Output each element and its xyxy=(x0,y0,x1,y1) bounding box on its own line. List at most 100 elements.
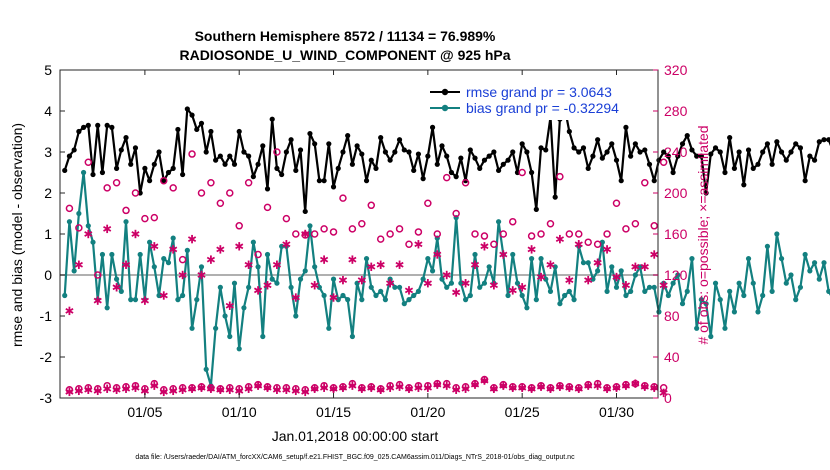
obs-assimilated-marker xyxy=(565,275,574,285)
asterisk-stroke xyxy=(65,307,74,314)
series-0-point xyxy=(444,153,450,159)
series-1-point xyxy=(222,313,228,319)
asterisk-stroke xyxy=(433,381,442,388)
series-0-point xyxy=(675,153,681,159)
y-axis-label: rmse and bias (model - observation) xyxy=(9,123,25,347)
obs-assimilated-marker xyxy=(565,383,574,392)
asterisk-stroke xyxy=(272,261,282,268)
series-0-point xyxy=(330,184,337,190)
series-1-point xyxy=(104,305,110,311)
asterisk-stroke xyxy=(452,386,461,393)
series-1-point xyxy=(231,280,238,286)
obs-assimilated-marker xyxy=(282,385,291,394)
series-0-point xyxy=(71,147,77,153)
x-tick-label: 01/30 xyxy=(599,404,634,420)
series-0-point xyxy=(411,167,417,174)
series-0-point xyxy=(731,165,738,171)
series-0-point xyxy=(420,176,426,182)
asterisk-stroke xyxy=(461,280,470,287)
series-0-point xyxy=(764,141,771,147)
obs-assimilated-marker xyxy=(301,387,310,397)
series-0-point xyxy=(821,137,827,143)
series-0-point xyxy=(321,178,327,184)
obs-possible-marker xyxy=(282,214,291,223)
series-1-point xyxy=(675,272,681,278)
y2-tick-label: 40 xyxy=(664,349,680,365)
series-1-point xyxy=(717,297,723,303)
asterisk-stroke xyxy=(414,384,423,391)
asterisk-stroke xyxy=(640,383,649,390)
series-0-point xyxy=(147,178,153,184)
obs-assimilated-marker xyxy=(461,279,470,288)
obs-assimilated-marker xyxy=(650,250,659,259)
asterisk-stroke xyxy=(612,384,621,391)
obs-possible-marker xyxy=(650,222,658,230)
obs-assimilated-marker xyxy=(253,286,263,295)
obs-assimilated-marker xyxy=(338,383,348,392)
y-tick-label: 3 xyxy=(44,144,52,160)
series-1-point xyxy=(392,284,398,290)
asterisk-stroke xyxy=(518,284,527,291)
asterisk-stroke xyxy=(433,251,442,258)
series-1-point xyxy=(613,284,620,290)
asterisk-stroke xyxy=(216,246,225,253)
obs-assimilated-marker xyxy=(527,384,536,393)
asterisk-stroke xyxy=(386,280,395,287)
series-1-point xyxy=(585,260,591,266)
asterisk-stroke xyxy=(650,384,659,391)
series-0-point xyxy=(698,153,704,159)
y-tick-label: 4 xyxy=(44,103,52,119)
obs-assimilated-marker xyxy=(423,279,432,288)
asterisk-stroke xyxy=(376,386,385,393)
obs-assimilated-marker xyxy=(404,286,414,295)
series-1-point xyxy=(477,284,483,290)
asterisk-stroke xyxy=(584,382,593,389)
series-0-point xyxy=(797,145,804,151)
series-0-point xyxy=(132,145,139,151)
series-1-point xyxy=(241,305,247,311)
y2-axis-label: # of obs: o=possible; ×=assimilated xyxy=(695,125,711,344)
series-0-point xyxy=(642,147,648,153)
series-0-point xyxy=(774,139,780,145)
asterisk-stroke xyxy=(621,382,631,389)
obs-assimilated-marker xyxy=(121,384,131,393)
series-0-point xyxy=(76,128,82,135)
series-1-point xyxy=(406,297,412,303)
series-0-point xyxy=(741,182,747,188)
obs-possible-marker xyxy=(386,230,394,238)
series-1-point xyxy=(194,297,200,303)
obs-assimilated-marker xyxy=(414,240,423,249)
series-1-point xyxy=(481,280,488,286)
series-1-point xyxy=(170,235,176,241)
obs-assimilated-marker xyxy=(206,255,216,264)
obs-assimilated-marker xyxy=(433,380,442,389)
series-0-point xyxy=(722,169,728,176)
series-1-point xyxy=(302,268,308,274)
series-0-point xyxy=(373,165,379,171)
series-0-point xyxy=(113,165,120,171)
series-0-point xyxy=(151,161,157,167)
asterisk-stroke xyxy=(169,246,178,253)
obs-possible-marker xyxy=(641,179,649,187)
series-1-point xyxy=(495,219,502,225)
legend-bias-label: bias grand pr = -0.32294 xyxy=(466,100,619,116)
series-0-point xyxy=(95,122,101,128)
obs-assimilated-marker xyxy=(150,242,159,251)
obs-assimilated-marker xyxy=(150,381,159,390)
series-1-point xyxy=(137,251,143,258)
series-0-point xyxy=(359,151,365,157)
obs-assimilated-marker xyxy=(602,245,612,254)
obs-assimilated-marker xyxy=(282,240,291,249)
series-0-point xyxy=(491,149,497,155)
series-0-point xyxy=(439,143,445,149)
obs-assimilated-marker xyxy=(329,384,338,393)
series-0-point xyxy=(661,149,667,155)
series-0-point xyxy=(236,128,242,135)
series-1-point xyxy=(698,297,704,303)
y2-tick-label: 160 xyxy=(664,226,688,242)
series-1-point xyxy=(321,292,327,299)
series-0-point xyxy=(156,149,162,155)
asterisk-stroke xyxy=(386,384,395,391)
series-0-point xyxy=(670,169,676,176)
asterisk-stroke xyxy=(131,231,140,237)
